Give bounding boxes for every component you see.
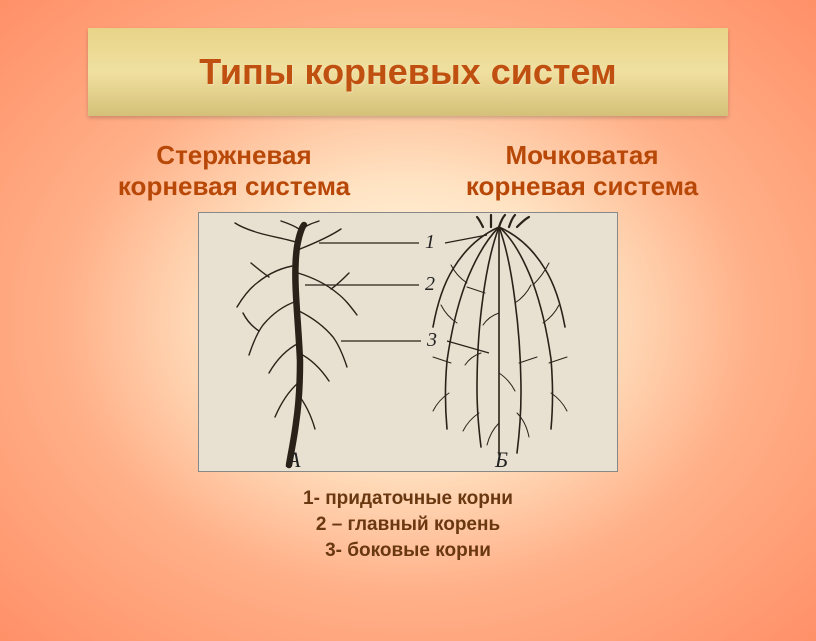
legend-line-2: 2 – главный корень	[0, 512, 816, 538]
title-banner: Типы корневых систем	[88, 28, 728, 116]
subtitle-right-line1: Мочковатая	[505, 140, 658, 170]
subtitle-left-line1: Стержневая	[156, 140, 311, 170]
root-systems-diagram: 123АБ	[198, 212, 618, 472]
subtitle-left-line2: корневая система	[118, 171, 350, 201]
subtitle-right-line2: корневая система	[466, 171, 698, 201]
legend: 1- придаточные корни 2 – главный корень …	[0, 486, 816, 563]
subtitle-right: Мочковатая корневая система	[432, 140, 732, 202]
subtitle-left: Стержневая корневая система	[84, 140, 384, 202]
subtitles-row: Стержневая корневая система Мочковатая к…	[0, 140, 816, 202]
legend-line-3: 3- боковые корни	[0, 538, 816, 564]
diagram-svg	[199, 213, 619, 473]
diagram-container: 123АБ	[0, 212, 816, 472]
legend-line-1: 1- придаточные корни	[0, 486, 816, 512]
page-title: Типы корневых систем	[199, 51, 616, 93]
